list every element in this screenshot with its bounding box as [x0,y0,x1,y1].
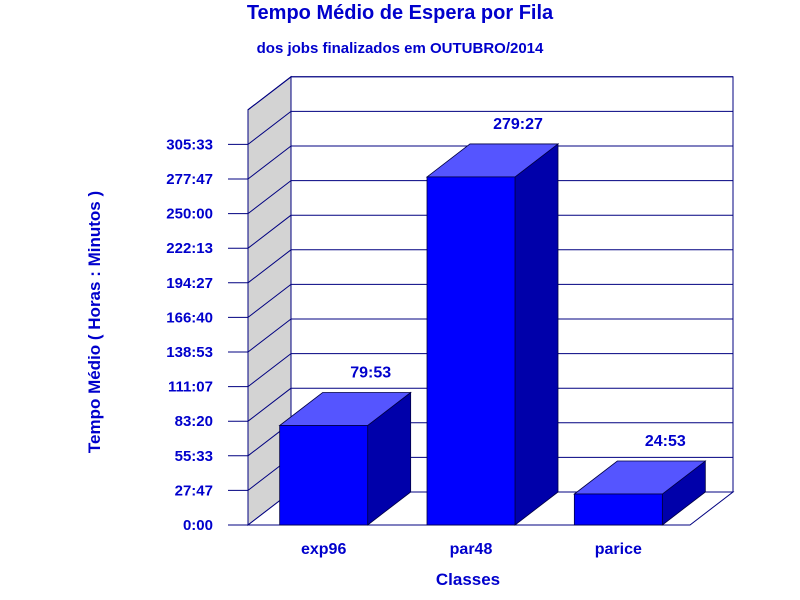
gridline-side [247,318,292,353]
data-label: 279:27 [493,116,543,133]
bar-exp96 [278,391,412,526]
labels: 0:00 27:47 55:33 83:20 111:07 138:53 166:40 194… [166,116,686,558]
data-label: 24:53 [645,433,686,450]
bar-front [573,493,663,526]
x-tick-label: par48 [450,541,493,558]
y-tick-label: 0:00 [183,517,213,534]
gridline-side [247,76,292,111]
bar-front [279,425,369,526]
gridline-side [247,111,292,145]
bars [278,143,707,526]
chart-subtitle: dos jobs finalizados em OUTUBRO/2014 [256,40,544,57]
y-tick-label: 305:33 [166,136,213,153]
gridline-side [247,387,292,422]
bar-parice [573,460,707,526]
bar-side [514,143,559,526]
gridline-side [247,145,292,180]
y-tick-label: 27:47 [175,482,213,499]
bar-par48 [425,143,560,526]
y-tick-label: 277:47 [166,171,213,188]
y-tick-label: 250:00 [166,206,213,223]
data-label: 79:53 [350,364,391,381]
gridline-side [247,249,292,284]
y-tick-label: 138:53 [166,344,213,361]
y-tick-label: 55:33 [175,448,213,465]
x-tick-label: parice [595,541,642,558]
gridline-side [247,284,292,318]
x-axis-title: Classes [435,570,501,589]
y-tick-label: 111:07 [168,379,213,396]
gridline-side [247,180,292,214]
y-tick-label: 194:27 [166,275,213,292]
x-tick-label: exp96 [301,541,346,558]
y-tick-label: 166:40 [166,309,213,326]
bar-front [426,176,516,526]
chart-title: Tempo Médio de Espera por Fila [246,2,554,24]
gridline-side [247,214,292,249]
y-tick-label: 222:13 [166,240,213,257]
gridline-side [247,353,292,387]
y-tick-label: 83:20 [175,413,213,430]
